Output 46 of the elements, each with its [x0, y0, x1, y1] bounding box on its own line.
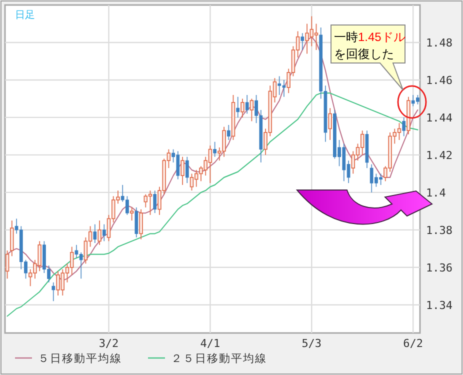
candlestick: [250, 98, 254, 122]
legend-label: ５日移動平均線: [38, 353, 122, 365]
annotation: 一時1.45ドルを回復した: [334, 30, 406, 61]
candlestick: [397, 122, 402, 140]
candlestick: [245, 94, 249, 114]
y-tick-label: 1.4: [426, 186, 446, 200]
legend-label: ２５日移動平均線: [171, 353, 267, 365]
candlestick: [360, 130, 364, 156]
candlestick: [300, 32, 304, 50]
candlestick: [314, 23, 318, 50]
candlestick: [52, 282, 56, 302]
candlestick: [180, 156, 184, 186]
candlestick: [134, 206, 138, 238]
candlestick: [278, 76, 282, 96]
candlestick: [236, 96, 240, 118]
candlestick: [70, 246, 74, 276]
candlestick: [328, 108, 332, 140]
y-tick-label: 1.34: [426, 298, 453, 312]
x-tick-label: 5/3: [302, 337, 322, 350]
candlestick: [153, 190, 157, 214]
candlestick: [402, 116, 406, 137]
candlestick: [148, 190, 152, 216]
candlestick: [98, 220, 102, 246]
x-tick-label: 3/2: [98, 337, 119, 350]
text: 日足: [15, 10, 35, 21]
y-tick-label: 1.46: [426, 74, 452, 87]
candlestick: [213, 141, 216, 158]
candlestick: [102, 224, 106, 242]
candlestick: [226, 124, 230, 140]
candlestick: [130, 206, 134, 222]
y-tick-label: 1.36: [426, 261, 452, 274]
x-tick-label: 6/2: [403, 337, 424, 350]
candlestick: [144, 194, 148, 208]
y-tick-label: 1.44: [426, 111, 453, 124]
y-tick-label: 1.48: [426, 36, 452, 50]
candlestick: [5, 250, 10, 280]
candlestick: [139, 208, 143, 240]
candlestick: [10, 220, 14, 257]
y-tick-label: 1.42: [426, 148, 452, 162]
candlestick: [185, 156, 189, 184]
candlestick: [93, 224, 97, 244]
y-tick-label: 1.38: [426, 224, 452, 237]
x-tick-label: 4/1: [200, 337, 220, 350]
candlestick: [351, 150, 356, 174]
candlestick: [240, 98, 244, 118]
candlestick: [190, 173, 194, 192]
